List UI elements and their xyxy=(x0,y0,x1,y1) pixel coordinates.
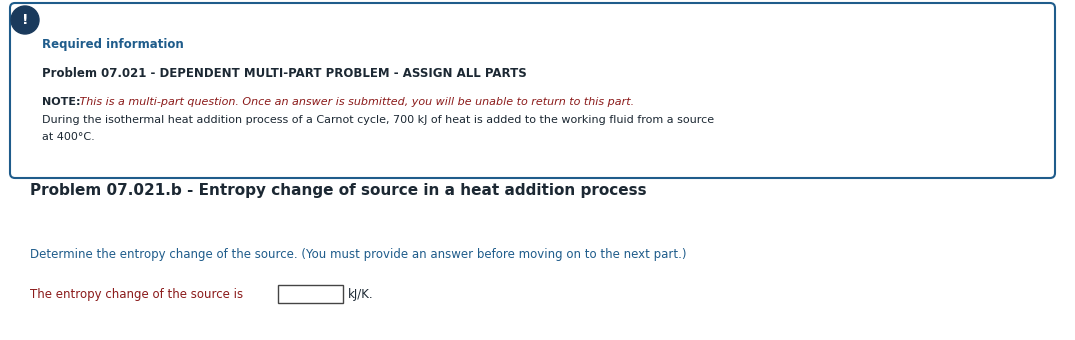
Text: During the isothermal heat addition process of a Carnot cycle, 700 kJ of heat is: During the isothermal heat addition proc… xyxy=(42,115,714,125)
Text: at 400°C.: at 400°C. xyxy=(42,132,95,142)
Text: NOTE:: NOTE: xyxy=(42,97,81,107)
Text: Required information: Required information xyxy=(42,38,184,51)
Text: Determine the entropy change of the source. (You must provide an answer before m: Determine the entropy change of the sour… xyxy=(30,248,687,261)
Text: The entropy change of the source is: The entropy change of the source is xyxy=(30,288,243,301)
Text: Problem 07.021.b - Entropy change of source in a heat addition process: Problem 07.021.b - Entropy change of sou… xyxy=(30,183,647,198)
Ellipse shape xyxy=(11,6,39,34)
FancyBboxPatch shape xyxy=(278,285,343,303)
FancyBboxPatch shape xyxy=(10,3,1055,178)
Text: Problem 07.021 - DEPENDENT MULTI-PART PROBLEM - ASSIGN ALL PARTS: Problem 07.021 - DEPENDENT MULTI-PART PR… xyxy=(42,67,527,80)
Text: !: ! xyxy=(22,13,28,27)
Text: This is a multi-part question. Once an answer is submitted, you will be unable t: This is a multi-part question. Once an a… xyxy=(76,97,634,107)
Text: kJ/K.: kJ/K. xyxy=(348,288,374,301)
